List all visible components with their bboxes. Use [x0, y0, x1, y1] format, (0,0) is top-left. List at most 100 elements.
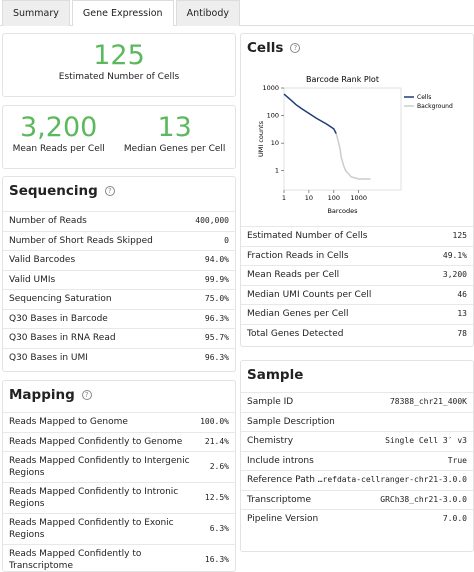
- sequencing-card: Sequencing? Number of Reads 400,000 Number…: [2, 176, 236, 372]
- row-value: 100.0%: [200, 417, 229, 427]
- table-row: Sample ID 78388_chr21_400K: [241, 392, 473, 412]
- section-title: Mapping?: [9, 387, 229, 403]
- table-row: Transcriptome GRCh38_chr21-3.0.0: [241, 489, 473, 510]
- section-title: Cells?: [247, 40, 467, 56]
- table-row: Fraction Reads in Cells 49.1%: [241, 245, 473, 266]
- y-tick-label: 10: [271, 139, 279, 147]
- table-row: Reference Path …refdata-cellranger-chr21-…: [241, 470, 473, 490]
- metric-value: 125: [93, 40, 145, 71]
- row-label: Number of Short Reads Skipped: [9, 235, 153, 246]
- table-row: Pipeline Version 7.0.0: [241, 509, 473, 529]
- table-row: Sample Description: [241, 411, 473, 432]
- row-value: 0: [224, 235, 229, 245]
- y-tick-label: 1: [275, 167, 279, 175]
- table-row: Valid Barcodes 94.0%: [3, 250, 235, 270]
- title-text: Cells: [247, 40, 284, 56]
- row-label: Valid Barcodes: [9, 255, 76, 266]
- row-label: Transcriptome: [247, 494, 311, 505]
- metric: 125 Estimated Number of Cells: [59, 34, 179, 96]
- table-row: Median Genes per Cell 13: [241, 304, 473, 324]
- row-label: Sample Description: [247, 416, 335, 427]
- row-label: Q30 Bases in Barcode: [9, 313, 108, 324]
- row-label: Sample ID: [247, 397, 294, 408]
- row-value: 78: [457, 328, 467, 338]
- table-row: Q30 Bases in Barcode 96.3%: [3, 308, 235, 329]
- row-value: 3,200: [442, 270, 467, 280]
- metric-value: 3,200: [20, 112, 98, 143]
- row-label: Include introns: [247, 455, 314, 466]
- row-label: Q30 Bases in UMI: [9, 352, 88, 363]
- plot-area: [283, 87, 402, 191]
- row-label: Valid UMIs: [9, 274, 56, 285]
- row-value: 96.3%: [204, 313, 229, 323]
- table-row: Median UMI Counts per Cell 46: [241, 284, 473, 305]
- row-value: GRCh38_chr21-3.0.0: [380, 494, 467, 504]
- y-tick-label: 100: [267, 112, 279, 120]
- row-label: Number of Reads: [9, 216, 87, 227]
- table-row: Valid UMIs 99.9%: [3, 269, 235, 290]
- row-value: 94.0%: [204, 255, 229, 265]
- x-axis-label: Barcodes: [327, 207, 358, 215]
- table-row: Reads Mapped Confidently to Intergenic R…: [3, 451, 235, 482]
- data-line: [283, 93, 337, 135]
- row-value: 7.0.0: [442, 514, 467, 524]
- row-value: 400,000: [195, 216, 229, 226]
- barcode-rank-plot: Barcode Rank Plot 1 10 100 1000 1 10 100 1000 Bar…: [257, 75, 453, 215]
- row-value: 12.5%: [204, 493, 229, 502]
- table-row: Number of Short Reads Skipped 0: [3, 230, 235, 251]
- hero-card: 3,200 Mean Reads per Cell 13 Median Genes …: [2, 105, 236, 169]
- x-tick-label: 1: [282, 194, 286, 202]
- row-value: 49.1%: [442, 250, 467, 260]
- table-row: Q30 Bases in RNA Read 95.7%: [3, 328, 235, 348]
- hero-card: 125 Estimated Number of Cells: [2, 33, 236, 97]
- row-label: Total Genes Detected: [247, 328, 344, 339]
- row-label: Reads Mapped Confidently to Intronic Reg…: [9, 487, 179, 509]
- row-label: Median UMI Counts per Cell: [247, 289, 372, 300]
- row-value: 75.0%: [204, 294, 229, 304]
- row-value: 125: [452, 231, 467, 241]
- row-label: Reads Mapped Confidently to Genome: [9, 436, 183, 447]
- row-value: 99.9%: [204, 274, 229, 284]
- metric-label: Mean Reads per Cell: [12, 144, 105, 154]
- title-text: Sequencing: [9, 183, 98, 199]
- row-label: Sequencing Saturation: [9, 294, 112, 305]
- row-label: Q30 Bases in RNA Read: [9, 333, 116, 344]
- table: Sample ID 78388_chr21_400K Sample Descript…: [241, 392, 473, 529]
- row-label: Reads Mapped to Genome: [9, 417, 128, 428]
- row-value: 46: [457, 289, 467, 299]
- sample-card: Sample Sample ID 78388_chr21_400K Sample D…: [240, 360, 474, 552]
- row-value: 78388_chr21_400K: [389, 397, 467, 407]
- help-icon[interactable]: ?: [81, 390, 92, 400]
- legend-label: Background: [417, 103, 453, 110]
- tab[interactable]: Antibody: [175, 0, 240, 26]
- table-row: Estimated Number of Cells 125: [241, 226, 473, 246]
- table-row: Reads Mapped Confidently to Transcriptom…: [3, 544, 235, 571]
- help-icon[interactable]: ?: [104, 186, 115, 196]
- tab[interactable]: Summary: [2, 0, 70, 26]
- mapping-card: Mapping? Reads Mapped to Genome 100.0% Rea…: [2, 380, 236, 572]
- table-row: Number of Reads 400,000: [3, 211, 235, 231]
- table-row: Reads Mapped to Genome 100.0%: [3, 412, 235, 432]
- table-row: Include introns True: [241, 450, 473, 471]
- table-row: Sequencing Saturation 75.0%: [3, 289, 235, 309]
- row-value: True: [447, 455, 467, 465]
- metric-label: Estimated Number of Cells: [58, 72, 180, 82]
- table-row: Mean Reads per Cell 3,200: [241, 265, 473, 285]
- table: Estimated Number of Cells 125 Fraction Rea…: [241, 226, 473, 343]
- table: Number of Reads 400,000 Number of Short Re…: [3, 211, 235, 367]
- table-row: Total Genes Detected 78: [241, 323, 473, 344]
- row-label: Chemistry: [247, 436, 294, 447]
- row-value: 95.7%: [204, 333, 229, 343]
- row-label: Reference Path: [247, 475, 315, 486]
- y-axis-label: UMI counts: [257, 120, 265, 157]
- y-tick-label: 1000: [262, 84, 279, 92]
- table-row: Reads Mapped Confidently to Exonic Regio…: [3, 513, 235, 544]
- row-label: Reads Mapped Confidently to Intergenic R…: [9, 456, 190, 478]
- chart-title: Barcode Rank Plot: [306, 75, 379, 84]
- metric: 13 Median Genes per Cell: [124, 106, 226, 168]
- help-icon[interactable]: ?: [290, 43, 301, 53]
- tab[interactable]: Gene Expression: [71, 0, 174, 26]
- section-title: Sequencing?: [9, 183, 229, 199]
- title-text: Mapping: [9, 387, 75, 403]
